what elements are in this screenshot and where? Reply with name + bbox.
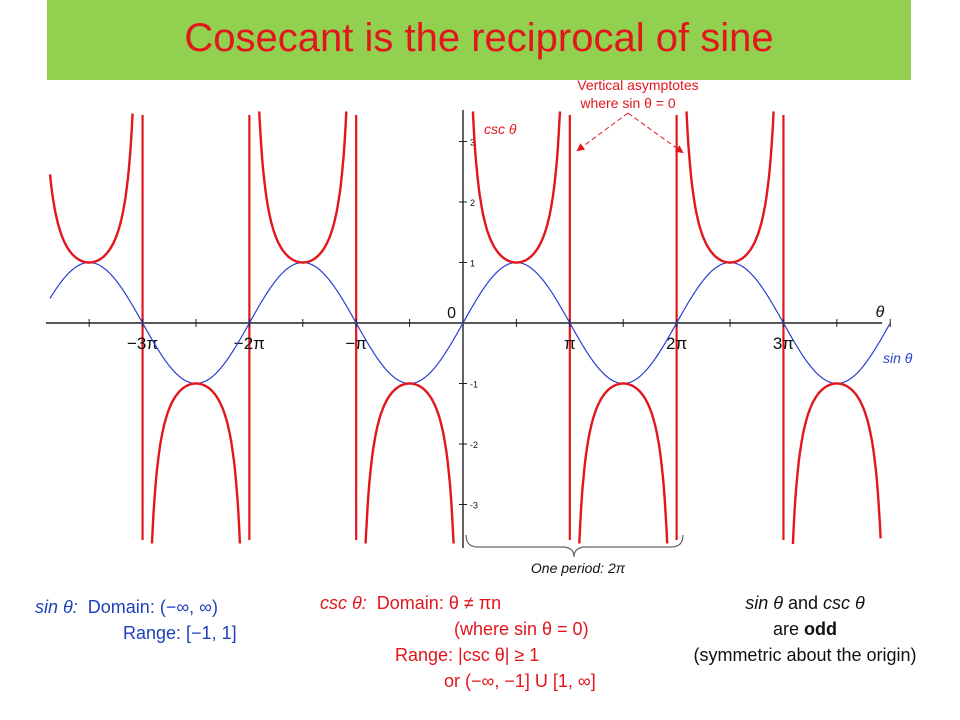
y-tick-label: 1: [470, 259, 475, 269]
csc-branch: [471, 111, 562, 264]
sin-domain: Domain: (−∞, ∞): [87, 597, 218, 617]
asymptote-arrow-right: [627, 112, 684, 154]
csc-domain: Domain: θ ≠ πn: [376, 593, 502, 613]
odd-word: odd: [804, 619, 838, 639]
csc-branch: [578, 382, 669, 544]
csc-info-label: csc θ:: [320, 593, 367, 613]
odd-info: sin θ and csc θ are odd (symmetric about…: [652, 590, 958, 668]
x-tick-label: 3π: [773, 334, 794, 353]
csc-domain-note: (where sin θ = 0): [454, 619, 589, 639]
odd-are: are: [772, 619, 805, 639]
csc-branch: [258, 111, 348, 264]
y-tick-label: -3: [470, 501, 478, 511]
x-tick-label: −2π: [234, 334, 265, 353]
y-tick-label: -2: [470, 440, 478, 450]
csc-branch: [150, 382, 242, 544]
sin-curve-group: [49, 261, 891, 385]
csc-series-label: csc θ: [484, 121, 517, 137]
y-tick-label: -1: [470, 380, 478, 390]
sin-info: sin θ: Domain: (−∞, ∞) Range: [−1, 1]: [35, 594, 237, 646]
csc-range-alt: or (−∞, −1] U [1, ∞]: [444, 671, 596, 691]
axes: −3π −2π −π π 2π 3π 0 θ 3 2 1 -1 -2 -3: [46, 110, 891, 548]
asymptote-arrow-left: [576, 112, 629, 152]
page-title: Cosecant is the reciprocal of sine: [184, 16, 774, 60]
csc-range: Range: |csc θ| ≥ 1: [395, 645, 540, 665]
odd-symmetry: (symmetric about the origin): [693, 645, 917, 665]
sin-series-label: sin θ: [883, 350, 913, 366]
odd-and: and: [782, 593, 824, 613]
y-tick-label: 2: [470, 198, 475, 208]
x-tick-label: −π: [345, 334, 367, 353]
y-tick-label: 3: [470, 138, 475, 148]
sin-range: Range: [−1, 1]: [123, 623, 237, 643]
csc-info: csc θ: Domain: θ ≠ πn (where sin θ = 0) …: [320, 590, 596, 694]
csc-branch: [48, 113, 134, 264]
sin-info-label: sin θ:: [35, 597, 78, 617]
csc-curve-group: [48, 111, 882, 545]
asymptote-note-line2: where sin θ = 0: [579, 95, 676, 111]
odd-csc: csc θ: [823, 593, 865, 613]
asymptote-lines: [141, 115, 785, 540]
period-label: One period: 2π: [531, 560, 626, 576]
odd-sin: sin θ: [745, 593, 783, 613]
x-tick-label: π: [564, 334, 576, 353]
x-tick-label: 2π: [666, 334, 687, 353]
period-brace: [465, 534, 684, 558]
annotations: csc θ sin θ Vertical asymptotes where sin θ…: [465, 77, 913, 576]
x-tick-label: −3π: [127, 334, 158, 353]
title-banner: Cosecant is the reciprocal of sine: [47, 0, 911, 80]
csc-branch: [685, 111, 775, 264]
csc-branch: [364, 382, 455, 544]
asymptote-note-line1: Vertical asymptotes: [577, 77, 698, 93]
x-axis-label: θ: [876, 304, 885, 321]
sin-curve: [49, 261, 891, 385]
csc-branch: [791, 382, 882, 545]
origin-label: 0: [447, 305, 456, 322]
